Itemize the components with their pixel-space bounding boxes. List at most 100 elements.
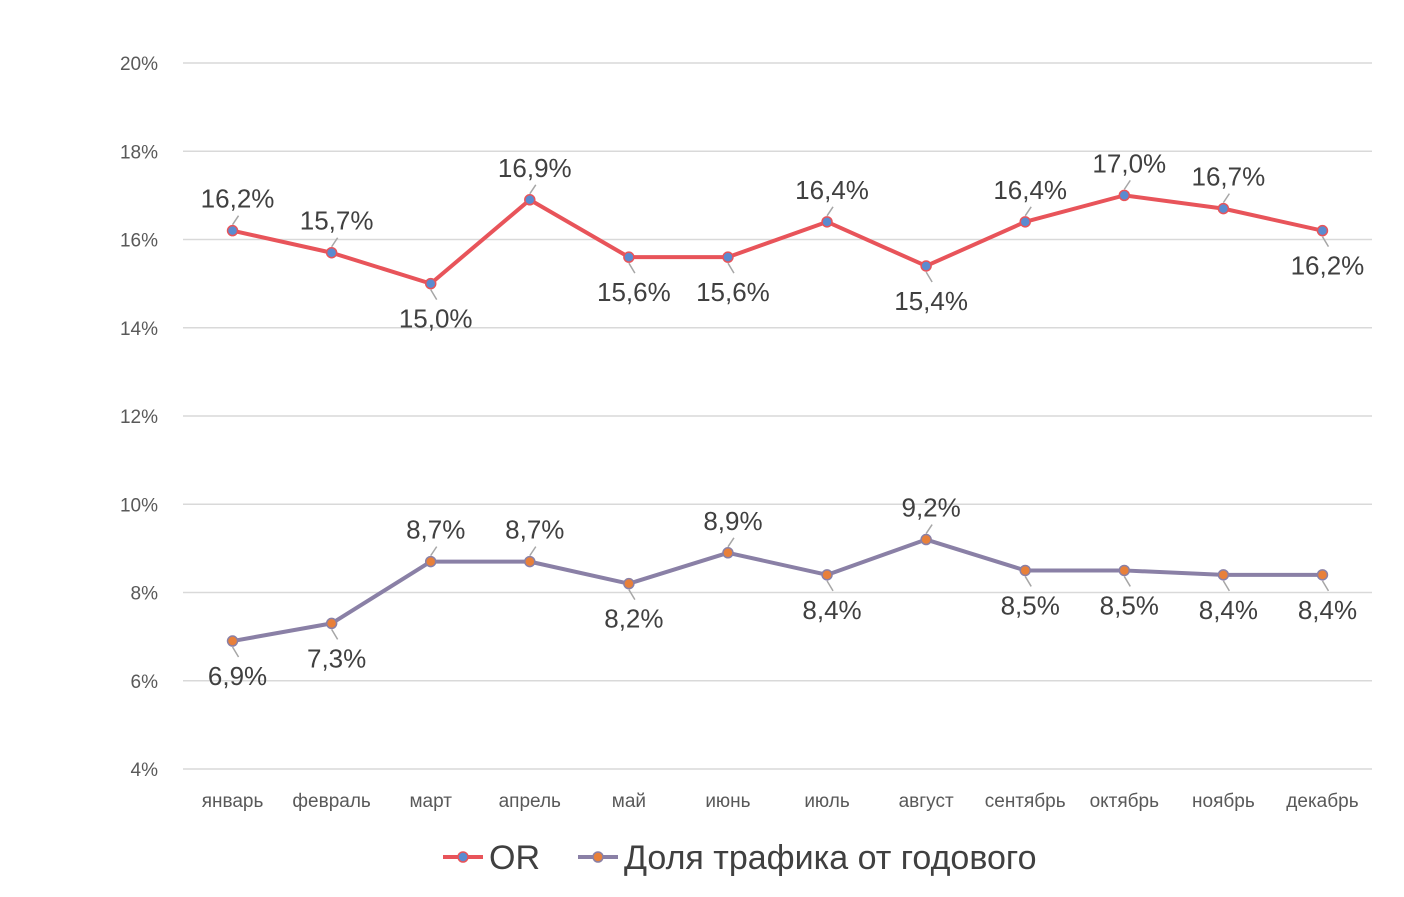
data-point	[1217, 202, 1230, 215]
data-label: 15,6%	[696, 277, 770, 307]
label-leader	[1321, 580, 1330, 592]
label-leader	[1024, 576, 1032, 587]
data-label: 8,9%	[703, 506, 762, 536]
data-point	[424, 555, 437, 568]
label-leader	[925, 271, 933, 283]
label-leader	[430, 546, 438, 557]
data-point	[524, 555, 536, 568]
x-tick-label: апрель	[499, 791, 561, 812]
label-leader	[826, 206, 834, 217]
legend-item-1: Доля трафика от годового	[578, 839, 1037, 877]
label-leader	[529, 184, 537, 195]
data-label: 6,9%	[208, 661, 267, 691]
data-point	[325, 617, 338, 630]
x-tick-label: февраль	[292, 791, 371, 812]
data-point	[1019, 216, 1031, 228]
y-axis-ticks: 4% 6% 8% 10% 12% 14% 16% 18% 20%	[120, 54, 158, 781]
data-point	[722, 251, 734, 263]
data-label: 16,2%	[1291, 251, 1365, 281]
series-0: 16,2% 15,7% 15,0% 16,9% 15,6% 15,6% 16,4% 15,4%…	[201, 148, 1365, 333]
data-label: 16,7%	[1192, 162, 1266, 192]
legend-marker-icon	[457, 851, 469, 863]
data-point	[623, 251, 635, 263]
label-leader	[1222, 193, 1230, 204]
data-label: 15,6%	[597, 277, 671, 307]
y-tick-label: 20%	[120, 54, 158, 75]
legend-label: Доля трафика от годового	[624, 839, 1037, 877]
label-leader	[231, 215, 240, 226]
label-leader	[1321, 236, 1330, 248]
data-label: 8,4%	[1199, 595, 1258, 625]
data-label: 7,3%	[307, 643, 366, 673]
legend-marker-icon	[592, 851, 604, 863]
y-tick-label: 4%	[131, 760, 159, 781]
label-leader	[925, 524, 933, 534]
y-tick-label: 8%	[131, 584, 159, 605]
label-leader	[231, 646, 240, 658]
x-tick-label: декабрь	[1286, 791, 1358, 812]
y-tick-label: 12%	[120, 407, 158, 428]
label-leader	[1123, 576, 1131, 587]
data-point	[325, 246, 338, 259]
data-point	[1316, 224, 1329, 237]
data-point	[623, 577, 635, 590]
data-point	[722, 547, 734, 559]
x-tick-label: январь	[202, 791, 264, 812]
legend-item-0: OR	[443, 839, 540, 877]
data-label: 15,4%	[894, 286, 968, 316]
data-point	[1217, 569, 1230, 581]
data-point	[226, 224, 239, 237]
series-1: 6,9% 7,3% 8,7% 8,7% 8,2% 8,9% 8,4% 9,2% 8,5% 8,5%…	[208, 493, 1357, 691]
label-leader	[529, 546, 537, 557]
y-tick-label: 6%	[131, 672, 159, 693]
legend: OR Доля трафика от годового	[443, 839, 1037, 877]
label-leader	[727, 262, 735, 274]
x-tick-label: март	[409, 791, 452, 812]
data-label: 16,4%	[795, 175, 869, 205]
data-point	[920, 260, 932, 272]
y-tick-label: 10%	[120, 495, 158, 516]
y-tick-label: 14%	[120, 319, 158, 340]
label-leader	[331, 237, 339, 248]
label-leader	[727, 537, 735, 548]
y-tick-label: 16%	[120, 231, 158, 252]
data-point	[1118, 189, 1131, 202]
data-label: 15,7%	[300, 206, 374, 236]
x-tick-label: октябрь	[1090, 791, 1160, 812]
x-tick-label: сентябрь	[985, 791, 1066, 812]
data-label: 8,5%	[1001, 590, 1060, 620]
y-tick-label: 18%	[120, 142, 158, 163]
data-point	[821, 216, 833, 228]
data-label: 8,5%	[1100, 590, 1159, 620]
data-point	[920, 533, 932, 546]
data-point	[524, 194, 536, 206]
label-leader	[330, 629, 339, 640]
label-leader	[1222, 580, 1231, 592]
label-leader	[628, 262, 636, 274]
series-line	[232, 537, 1323, 644]
data-point	[424, 277, 437, 290]
x-tick-label: август	[899, 791, 954, 812]
label-leader	[628, 589, 636, 601]
data-point	[1019, 564, 1031, 577]
data-label: 8,4%	[1298, 595, 1357, 625]
data-point	[226, 635, 239, 647]
legend-label: OR	[489, 839, 540, 877]
data-label: 8,2%	[604, 604, 663, 634]
label-leader	[1024, 206, 1032, 217]
x-tick-label: июль	[804, 791, 850, 812]
data-label: 17,0%	[1092, 148, 1166, 178]
data-point	[1316, 569, 1329, 581]
x-axis-ticks: январь февраль март апрель май июнь июль август…	[202, 791, 1359, 812]
data-label: 8,7%	[406, 515, 465, 545]
data-label: 16,2%	[201, 184, 275, 214]
data-label: 16,9%	[498, 153, 572, 183]
label-leader	[826, 580, 834, 592]
series-layer: 16,2% 15,7% 15,0% 16,9% 15,6% 15,6% 16,4% 15,4%…	[201, 148, 1365, 691]
data-label: 9,2%	[901, 493, 960, 523]
x-tick-label: май	[612, 791, 646, 812]
x-tick-label: ноябрь	[1192, 791, 1255, 812]
data-point	[1118, 564, 1131, 577]
label-leader	[1123, 179, 1131, 190]
